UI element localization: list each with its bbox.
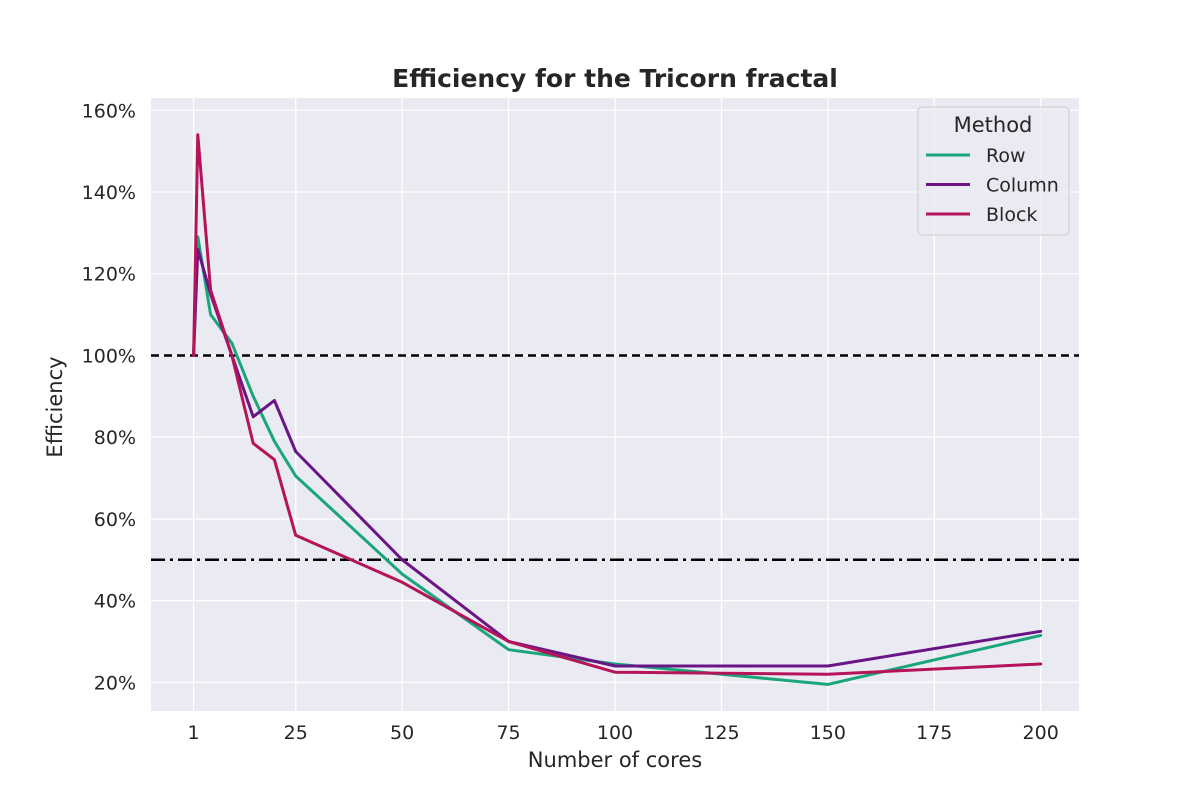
y-tick-label: 120% (82, 264, 136, 286)
x-tick-label: 200 (1023, 722, 1059, 744)
legend-entries: Row Column Block (926, 145, 1059, 226)
y-tick-label: 60% (94, 509, 136, 531)
y-tick-label: 20% (94, 672, 136, 694)
x-tick-label: 75 (496, 722, 520, 744)
legend-label-block: Block (986, 204, 1037, 226)
y-tick-label: 40% (94, 591, 136, 613)
tick-labels: 1 25 50 75 100 125 150 175 20020%40%60%80%100%12… (82, 100, 1059, 744)
x-tick-label: 150 (810, 722, 846, 744)
x-axis-label: Number of cores (528, 748, 702, 772)
chart-title: Efficiency for the Tricorn fractal (392, 64, 838, 93)
x-tick-label: 125 (703, 722, 739, 744)
series-line-column (192, 247, 1043, 668)
series-line-block (192, 133, 1043, 676)
legend-box (917, 106, 1070, 236)
legend: Method Row Column Block (917, 106, 1070, 236)
x-tick-label: 100 (597, 722, 633, 744)
y-tick-label: 80% (94, 427, 136, 449)
legend-title: Method (954, 113, 1033, 137)
legend-label-row: Row (986, 145, 1026, 167)
series-lines (192, 133, 1043, 686)
y-tick-label: 160% (82, 100, 136, 122)
y-axis-label: Efficiency (43, 356, 67, 457)
legend-label-column: Column (986, 175, 1059, 197)
y-tick-label: 140% (82, 182, 136, 204)
y-tick-label: 100% (82, 345, 136, 367)
x-tick-label: 25 (284, 722, 308, 744)
x-tick-label: 50 (390, 722, 414, 744)
x-tick-label: 175 (916, 722, 952, 744)
x-tick-label: 1 (188, 722, 200, 744)
reference-lines (151, 354, 1079, 562)
